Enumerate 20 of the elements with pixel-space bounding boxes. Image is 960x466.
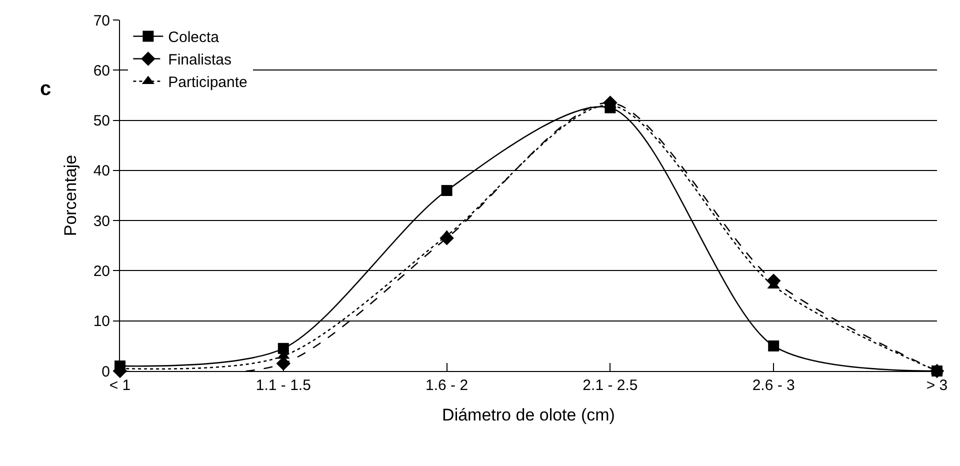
legend-label: Finalistas (168, 52, 232, 69)
y-tick-label: 20 (93, 262, 110, 280)
x-tick-label: 2.1 - 2.5 (582, 377, 638, 394)
y-tick-label: 30 (93, 212, 110, 230)
x-tick-label: 1.6 - 2 (426, 377, 468, 394)
x-tick-label: 1.1 - 1.5 (256, 377, 311, 394)
y-tick-label: 10 (93, 313, 110, 330)
y-tick-label: 50 (93, 112, 110, 130)
legend-label: Colecta (168, 29, 220, 46)
y-tick-label: 40 (93, 162, 110, 180)
y-tick-label: 0 (102, 363, 110, 380)
y-tick-label: 60 (93, 62, 110, 80)
y-tick-label: 70 (93, 12, 110, 30)
x-axis-title: Diámetro de olote (cm) (442, 405, 615, 424)
x-tick-label: 2.6 - 3 (752, 377, 795, 394)
x-tick-label: < 1 (109, 377, 131, 394)
legend-label: Participante (168, 74, 248, 92)
text: c (40, 78, 52, 100)
x-tick-label: > 3 (926, 377, 948, 394)
y-axis-title: Porcentaje (60, 154, 80, 236)
